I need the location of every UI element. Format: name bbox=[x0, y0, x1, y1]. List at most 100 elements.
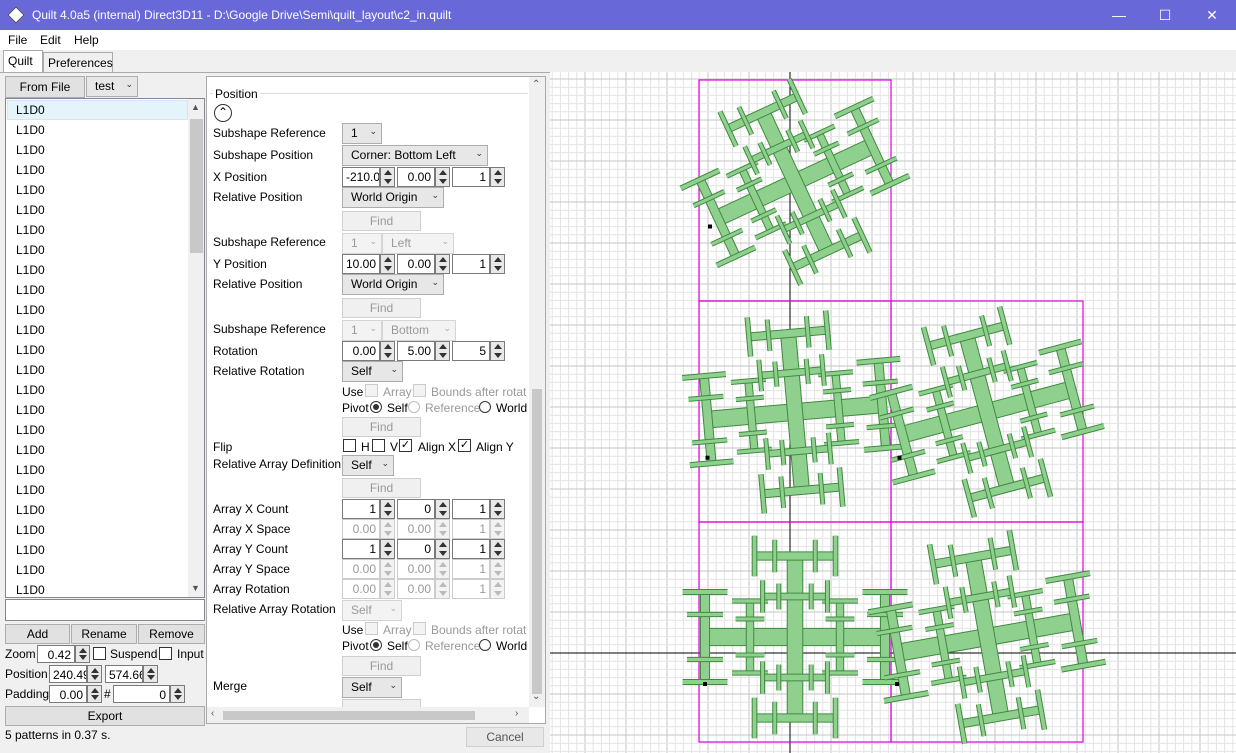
scroll-left-icon[interactable]: ‹ bbox=[211, 708, 215, 719]
rotation-spinner-3[interactable] bbox=[490, 341, 505, 361]
y-position-spinner-2[interactable] bbox=[435, 254, 450, 274]
pattern-list-item[interactable]: L1D0 bbox=[16, 163, 45, 177]
scroll-up-icon[interactable]: ⌃ bbox=[532, 79, 541, 90]
pattern-list-item[interactable]: L1D0 bbox=[16, 143, 45, 157]
settings-hscroll-thumb[interactable] bbox=[223, 711, 475, 720]
array-x-space-spinner-2[interactable] bbox=[435, 519, 450, 539]
position-y-input[interactable]: 574.66 bbox=[105, 665, 143, 683]
relative-position-y-select[interactable]: World Origin ⌄ bbox=[342, 274, 444, 295]
flip-h-checkbox[interactable] bbox=[343, 439, 356, 452]
array-x-space-spinner-3[interactable] bbox=[490, 519, 505, 539]
export-button[interactable]: Export bbox=[5, 706, 205, 726]
close-button[interactable]: ✕ bbox=[1206, 6, 1218, 23]
pattern-list-item[interactable]: L1D0 bbox=[16, 503, 45, 517]
array-rotation-input-1[interactable]: 0.00 bbox=[342, 579, 380, 599]
array-x-count-input-2[interactable]: 0 bbox=[397, 499, 435, 519]
align-x-checkbox[interactable]: ✓ bbox=[399, 439, 412, 452]
array-x-count-input-1[interactable]: 1 bbox=[342, 499, 380, 519]
scroll-down-icon[interactable]: ⌄ bbox=[532, 691, 541, 702]
pattern-list-item[interactable]: L1D0 bbox=[16, 463, 45, 477]
pivot-reference-radio-2[interactable] bbox=[408, 639, 420, 651]
y-position-spinner-3[interactable] bbox=[490, 254, 505, 274]
scroll-down-icon[interactable]: ▼ bbox=[191, 583, 200, 593]
array-y-space-input-3[interactable]: 1 bbox=[452, 559, 490, 579]
pattern-list-item[interactable]: L1D0 bbox=[16, 543, 45, 557]
array-y-count-spinner-1[interactable] bbox=[380, 539, 395, 559]
pattern-list-item[interactable]: L1D0 bbox=[16, 563, 45, 577]
find-array-button[interactable]: Find bbox=[342, 478, 421, 498]
pattern-list-item[interactable]: L1D0 bbox=[16, 383, 45, 397]
pattern-list-item[interactable]: L1D0 bbox=[16, 423, 45, 437]
x-position-input-1[interactable]: -210.00 bbox=[342, 167, 380, 187]
pattern-list-item[interactable]: L1D0 bbox=[16, 323, 45, 337]
pattern-list-item[interactable]: L1D0 bbox=[16, 183, 45, 197]
array-rotation-spinner-3[interactable] bbox=[490, 579, 505, 599]
menu-edit[interactable]: Edit bbox=[40, 33, 61, 47]
padding-input[interactable]: 0.00 bbox=[49, 685, 87, 703]
y-position-spinner-1[interactable] bbox=[380, 254, 395, 274]
flip-v-checkbox[interactable] bbox=[372, 439, 385, 452]
array-y-space-input-1[interactable]: 0.00 bbox=[342, 559, 380, 579]
title-bar[interactable]: Quilt 4.0a5 (internal) Direct3D11 - D:\G… bbox=[0, 0, 1236, 30]
relative-array-rotation-select[interactable]: Self ⌄ bbox=[342, 600, 402, 621]
align-y-checkbox[interactable]: ✓ bbox=[458, 439, 471, 452]
pattern-list-item[interactable]: L1D0 bbox=[16, 123, 45, 137]
pattern-list-item[interactable]: L1D0 bbox=[16, 483, 45, 497]
list-scrollbar[interactable]: ▲ ▼ bbox=[188, 99, 204, 597]
x-position-spinner-1[interactable] bbox=[380, 167, 395, 187]
rotation-input-1[interactable]: 0.00 bbox=[342, 341, 380, 361]
array-y-space-spinner-1[interactable] bbox=[380, 559, 395, 579]
subshape-side-y-select[interactable]: Left ⌄ bbox=[382, 233, 454, 254]
padding-spinner[interactable] bbox=[87, 685, 102, 703]
rotation-input-2[interactable]: 5.00 bbox=[397, 341, 435, 361]
suspend-checkbox[interactable] bbox=[93, 647, 106, 660]
use-array-checkbox-2[interactable] bbox=[365, 622, 378, 635]
x-position-input-2[interactable]: 0.00 bbox=[397, 167, 435, 187]
subshape-reference-rot-select[interactable]: 1 ⌄ bbox=[342, 320, 382, 341]
pivot-self-radio-2[interactable] bbox=[370, 639, 382, 651]
relative-array-definition-select[interactable]: Self ⌄ bbox=[342, 455, 394, 476]
array-x-space-spinner-1[interactable] bbox=[380, 519, 395, 539]
subshape-side-rot-select[interactable]: Bottom ⌄ bbox=[382, 320, 456, 341]
settings-vscroll-thumb[interactable] bbox=[532, 389, 542, 694]
zoom-input[interactable]: 0.42 bbox=[37, 645, 75, 663]
array-y-count-input-3[interactable]: 1 bbox=[452, 539, 490, 559]
scroll-up-icon[interactable]: ▲ bbox=[191, 102, 200, 112]
cancel-button[interactable]: Cancel bbox=[466, 727, 544, 747]
input-checkbox[interactable] bbox=[159, 647, 172, 660]
list-scroll-thumb[interactable] bbox=[190, 119, 203, 253]
array-y-count-spinner-3[interactable] bbox=[490, 539, 505, 559]
pattern-select[interactable]: test ⌄ bbox=[86, 76, 138, 97]
from-file-button[interactable]: From File bbox=[5, 76, 85, 98]
tab-preferences[interactable]: Preferences bbox=[43, 52, 113, 72]
subshape-reference-y-select[interactable]: 1 ⌄ bbox=[342, 233, 382, 254]
pivot-reference-radio[interactable] bbox=[408, 401, 420, 413]
array-y-space-spinner-3[interactable] bbox=[490, 559, 505, 579]
zoom-spinner[interactable] bbox=[75, 645, 90, 663]
name-input[interactable] bbox=[5, 599, 205, 621]
tab-quilt[interactable]: Quilt bbox=[3, 50, 43, 72]
pivot-world-radio-2[interactable] bbox=[479, 639, 491, 651]
use-array-checkbox[interactable] bbox=[365, 384, 378, 397]
settings-hscroll[interactable]: ‹ › bbox=[207, 707, 529, 723]
pattern-list-item[interactable]: L1D0 bbox=[16, 523, 45, 537]
array-y-count-spinner-2[interactable] bbox=[435, 539, 450, 559]
subshape-position-select[interactable]: Corner: Bottom Left ⌄ bbox=[342, 145, 488, 166]
array-x-space-input-3[interactable]: 1 bbox=[452, 519, 490, 539]
position-y-spinner[interactable] bbox=[143, 665, 158, 683]
array-y-space-input-2[interactable]: 0.00 bbox=[397, 559, 435, 579]
pattern-list-item[interactable]: L1D0 bbox=[16, 403, 45, 417]
find-x-button[interactable]: Find bbox=[342, 211, 421, 231]
array-y-count-input-1[interactable]: 1 bbox=[342, 539, 380, 559]
add-button[interactable]: Add bbox=[5, 624, 70, 644]
pattern-list-item[interactable]: L1D0 bbox=[16, 363, 45, 377]
scroll-right-icon[interactable]: › bbox=[515, 708, 519, 719]
pattern-list-item[interactable]: L1D0 bbox=[16, 223, 45, 237]
maximize-button[interactable]: ☐ bbox=[1158, 6, 1172, 23]
pattern-list[interactable]: L1D0 L1D0 L1D0 L1D0 L1D0 L1D0 L1D0 L1D0 L1D0 L1D0… bbox=[5, 98, 205, 598]
merge-select[interactable]: Self ⌄ bbox=[342, 677, 402, 698]
pivot-self-radio[interactable] bbox=[370, 401, 382, 413]
remove-button[interactable]: Remove bbox=[138, 624, 205, 644]
position-x-spinner[interactable] bbox=[87, 665, 102, 683]
x-position-spinner-3[interactable] bbox=[490, 167, 505, 187]
